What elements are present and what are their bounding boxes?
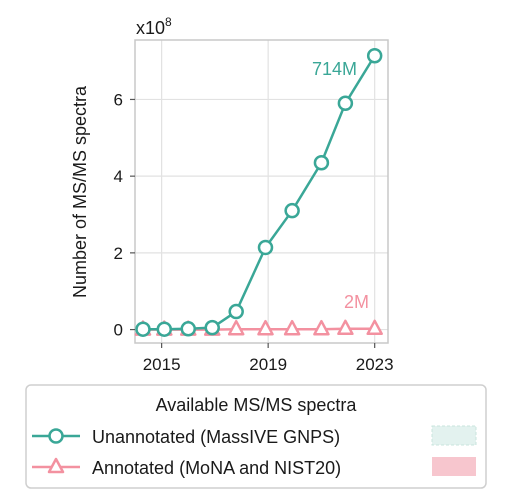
data-point-circle — [204, 319, 220, 336]
axis-ticks: 2015 2019 2023 0 2 4 6 — [114, 90, 394, 374]
data-point-circle — [366, 47, 383, 64]
data-point-circle — [180, 321, 197, 337]
end-label-unannotated: 714M — [312, 59, 357, 79]
legend-item-unannotated: Unannotated (MassIVE GNPS) — [32, 425, 477, 447]
data-point-circle — [337, 95, 354, 112]
data-point-triangle — [283, 319, 301, 336]
legend-marker-unannotated — [48, 428, 64, 444]
data-point-triangle — [257, 319, 274, 336]
data-point-triangle — [337, 319, 354, 336]
x-tick-label: 2019 — [249, 355, 287, 374]
x-tick-label: 2015 — [143, 355, 181, 374]
y-tick-label: 2 — [114, 244, 123, 263]
x-tick-label: 2023 — [356, 355, 394, 374]
data-point-circle — [228, 303, 244, 320]
data-point-triangle — [366, 319, 383, 336]
legend-frame — [25, 384, 487, 489]
data-point-circle — [156, 321, 173, 337]
data-point-circle — [257, 239, 274, 256]
legend-label-unannotated: Unannotated (MassIVE GNPS) — [92, 427, 340, 447]
data-point-circle — [284, 202, 300, 219]
series-line-circle — [142, 55, 376, 331]
data-point-circle — [313, 154, 330, 171]
legend: Available MS/MS spectra Unannotated (Mas… — [25, 384, 487, 489]
y-tick-label: 6 — [114, 90, 123, 109]
end-label-annotated: 2M — [344, 292, 369, 312]
legend-swatch-unannotated — [431, 425, 477, 446]
data-point-circle — [135, 321, 151, 337]
legend-swatch-annotated — [432, 457, 476, 476]
y-axis-title: Number of MS/MS spectra — [70, 85, 90, 298]
legend-title: Available MS/MS spectra — [156, 395, 358, 415]
series-lines — [134, 47, 383, 337]
legend-item-annotated: Annotated (MoNA and NIST20) — [32, 457, 476, 478]
plot-frame — [134, 39, 389, 344]
legend-label-annotated: Annotated (MoNA and NIST20) — [92, 458, 341, 478]
data-point-triangle — [227, 319, 245, 336]
legend-marker-annotated — [47, 457, 65, 474]
y-tick-label: 4 — [114, 167, 123, 186]
data-point-triangle — [313, 319, 330, 336]
y-tick-label: 0 — [114, 321, 123, 340]
y-multiplier-label: x108 — [136, 15, 172, 38]
